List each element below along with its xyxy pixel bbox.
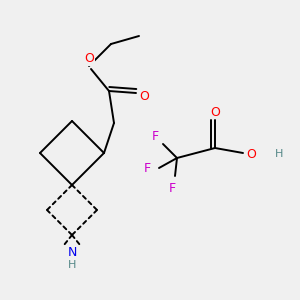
Text: N: N bbox=[67, 247, 77, 260]
Text: O: O bbox=[246, 148, 256, 160]
Text: H: H bbox=[68, 260, 76, 270]
Text: F: F bbox=[168, 182, 175, 194]
Text: O: O bbox=[139, 89, 149, 103]
Text: F: F bbox=[152, 130, 159, 142]
Text: O: O bbox=[84, 52, 94, 65]
Text: F: F bbox=[143, 161, 151, 175]
Text: H: H bbox=[275, 149, 283, 159]
Text: O: O bbox=[210, 106, 220, 118]
